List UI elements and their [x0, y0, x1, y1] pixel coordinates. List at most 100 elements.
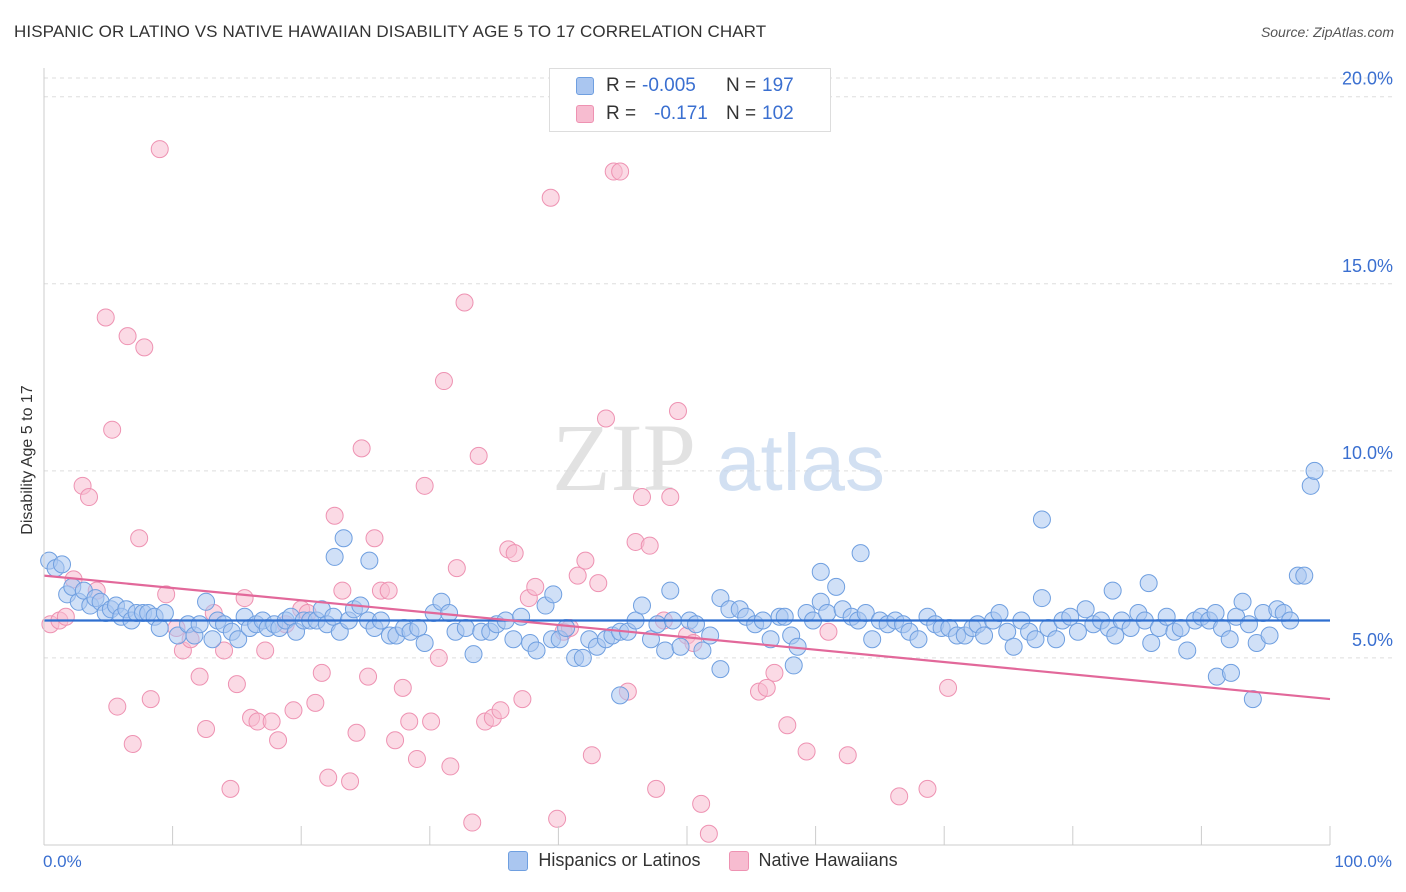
data-point [359, 667, 378, 686]
legend-swatch-pink [576, 105, 594, 123]
n-value: 197 [762, 75, 794, 96]
data-point [1157, 607, 1176, 626]
data-point [333, 581, 352, 600]
data-point [118, 327, 137, 346]
data-point [1239, 615, 1258, 634]
data-point [325, 506, 344, 525]
data-point [701, 626, 720, 645]
data-point [365, 529, 384, 548]
data-point [103, 420, 122, 439]
x-tick-label-min: 0.0% [43, 852, 82, 871]
data-point [692, 794, 711, 813]
data-point [221, 779, 240, 798]
data-point [699, 824, 718, 843]
data-point [611, 686, 630, 705]
data-point [1076, 600, 1095, 619]
n-label: N = [726, 103, 757, 124]
data-point [1301, 476, 1320, 495]
correlation-legend: R = -0.005 N = 197 R = -0.171 N = 102 [549, 68, 831, 132]
data-point [422, 712, 441, 731]
data-point [415, 476, 434, 495]
data-point [557, 618, 576, 637]
data-point [576, 551, 595, 570]
data-point [379, 581, 398, 600]
data-point [526, 577, 545, 596]
data-point [312, 663, 331, 682]
y-tick-label: 15.0% [1342, 256, 1393, 276]
data-point [797, 742, 816, 761]
data-point [319, 768, 338, 787]
data-point [505, 544, 524, 563]
data-point [596, 409, 615, 428]
source-label: Source: ZipAtlas.com [1260, 24, 1394, 40]
trend-lines [43, 574, 1331, 701]
data-point [1061, 607, 1080, 626]
data-point [456, 618, 475, 637]
data-point [611, 162, 630, 181]
legend-swatch-blue [508, 850, 529, 871]
data-point [441, 757, 460, 776]
data-point [150, 618, 169, 637]
data-point [56, 607, 75, 626]
data-point [890, 787, 909, 806]
data-point [1032, 510, 1051, 529]
data-point [123, 734, 142, 753]
data-point [491, 701, 510, 720]
data-point [334, 529, 353, 548]
r-value: -0.005 [642, 75, 696, 96]
legend-item-hispanics[interactable]: Hispanics or Latinos [508, 850, 701, 871]
data-point [589, 574, 608, 593]
data-point [656, 641, 675, 660]
data-point [80, 488, 99, 507]
data-point [447, 559, 466, 578]
data-point [130, 529, 149, 548]
data-point [215, 641, 234, 660]
data-point [108, 697, 127, 716]
data-point [96, 308, 115, 327]
legend-row-native-hawaiians: R = -0.171 N = 102 [550, 101, 794, 127]
y-axis-label: Disability Age 5 to 17 [19, 385, 36, 535]
data-point [262, 712, 281, 731]
data-point [197, 720, 216, 739]
series-hispanics-or-latinos [40, 461, 1324, 709]
data-point [909, 630, 928, 649]
data-point [661, 581, 680, 600]
data-point [998, 622, 1017, 641]
data-point [455, 293, 474, 312]
data-point [1004, 637, 1023, 656]
data-point [640, 536, 659, 555]
data-point [429, 648, 448, 667]
data-point [548, 809, 567, 828]
data-point [227, 675, 246, 694]
y-tick-label: 20.0% [1342, 69, 1393, 89]
data-point [632, 596, 651, 615]
data-point [1178, 641, 1197, 660]
data-point [757, 678, 776, 697]
data-point [341, 772, 360, 791]
data-point [53, 555, 72, 574]
data-point [324, 607, 343, 626]
r-label: R = [606, 103, 637, 124]
data-point [1220, 630, 1239, 649]
y-tick-label: 5.0% [1352, 630, 1393, 650]
data-point [513, 690, 532, 709]
data-point [190, 615, 209, 634]
data-point [775, 607, 794, 626]
data-point [400, 712, 419, 731]
data-point [582, 746, 601, 765]
data-point [256, 641, 275, 660]
data-point [693, 641, 712, 660]
data-point [1106, 626, 1125, 645]
data-point [765, 663, 784, 682]
legend-item-native-hawaiians[interactable]: Native Hawaiians [728, 850, 898, 871]
n-label: N = [726, 75, 757, 96]
data-point [827, 577, 846, 596]
chart-title: HISPANIC OR LATINO VS NATIVE HAWAIIAN DI… [14, 22, 767, 41]
data-point [141, 690, 160, 709]
data-point [1068, 622, 1087, 641]
data-point [229, 630, 248, 649]
data-point [990, 604, 1009, 623]
data-point [778, 716, 797, 735]
data-point [409, 618, 428, 637]
